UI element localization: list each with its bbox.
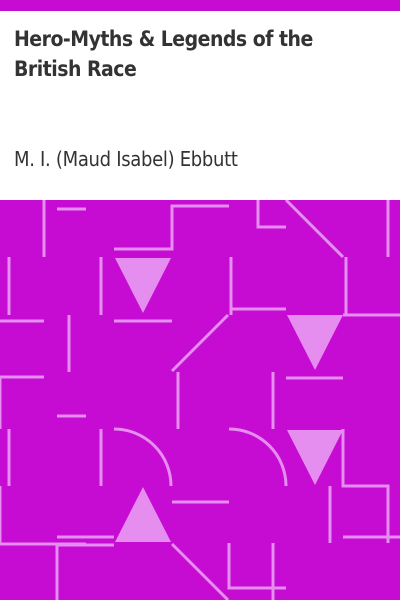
pattern-elbow	[227, 543, 286, 590]
pattern-triangle	[287, 315, 343, 370]
geometric-pattern	[0, 200, 400, 600]
pattern-elbow	[0, 375, 44, 429]
pattern-elbow	[229, 257, 286, 311]
book-author: M. I. (Maud Isabel) Ebbutt	[14, 147, 238, 171]
top-accent-bar	[0, 0, 400, 11]
cover-pattern	[0, 200, 400, 600]
pattern-diagonal	[170, 313, 230, 373]
pattern-diagonal	[170, 542, 230, 600]
pattern-triangle	[287, 430, 343, 485]
pattern-triangle	[115, 487, 171, 542]
pattern-elbow	[0, 486, 86, 546]
pattern-elbow	[341, 429, 390, 543]
pattern-diagonal	[284, 200, 345, 259]
pattern-elbow	[55, 543, 114, 600]
pattern-elbow	[256, 200, 286, 229]
book-title: Hero-Myths & Legends of the British Race	[14, 27, 313, 81]
pattern-arc	[113, 427, 173, 487]
pattern-arc	[228, 427, 288, 487]
pattern-elbow	[114, 204, 229, 251]
pattern-triangle	[115, 258, 171, 313]
